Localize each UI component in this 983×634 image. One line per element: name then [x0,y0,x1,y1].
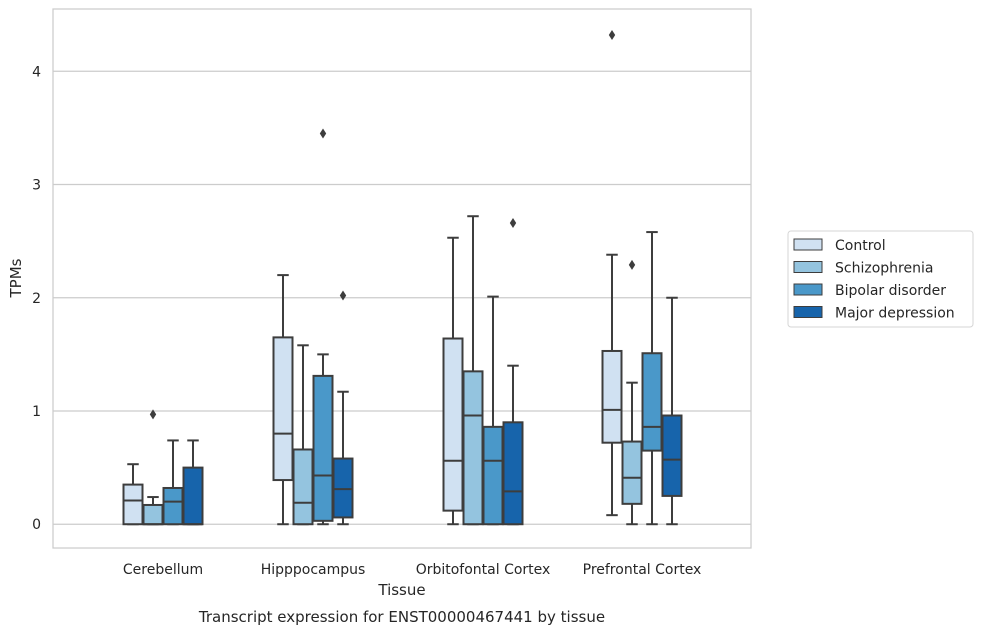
outlier-point [628,259,636,270]
legend-label: Major depression [835,306,955,322]
y-tick-label: 2 [32,291,41,307]
x-axis-label: Tissue [377,581,425,599]
box-iqr [482,425,504,526]
outlier-point [149,409,157,420]
outlier-point [319,128,327,139]
box-schizophrenia [621,259,643,526]
box-groups [122,30,683,526]
plot-area-frame [52,8,752,549]
legend-item: Major depression [793,306,955,322]
grid-lines [53,70,751,525]
box-iqr [442,337,464,512]
box-iqr [332,457,354,519]
legend-item: Control [793,238,886,254]
box-iqr [601,349,623,444]
legend-frame [787,230,974,328]
box-control [122,463,144,526]
x-tick-label: Prefrontal Cortex [583,562,702,578]
box-iqr [312,374,334,522]
box-bipolar-disorder [312,128,334,526]
y-axis-label: TPMs [7,258,25,298]
legend-swatch [793,238,823,251]
y-tick-label: 3 [32,178,41,194]
box-iqr [182,466,204,526]
legend-swatch [793,306,823,318]
x-tick-label: Hipppocampus [261,562,366,578]
legend-swatch [793,283,823,296]
chart-caption: Transcript expression for ENST0000046744… [198,608,605,626]
box-iqr [272,336,294,482]
box-schizophrenia [462,215,484,526]
box-major-depression [332,290,354,526]
y-tick-label: 1 [32,404,41,420]
box-iqr [462,370,484,526]
legend: Control Schizophrenia Bipolar disorder Majo… [787,230,974,328]
box-iqr [502,421,524,526]
box-iqr [661,414,683,497]
legend-label: Schizophrenia [835,261,933,277]
box-major-depression [182,439,204,526]
box-control [442,236,464,526]
legend-label: Control [835,238,886,254]
y-tick-labels: 0 1 2 3 4 [32,64,41,533]
box-major-depression [502,218,524,526]
box-bipolar-disorder [162,439,184,526]
x-tick-labels: Cerebellum Hipppocampus Orbitofontal Corte… [123,562,701,578]
legend-label: Bipolar disorder [835,283,946,299]
box-schizophrenia [292,344,314,526]
box-iqr [641,352,663,452]
box-schizophrenia [142,409,164,526]
legend-swatch [793,261,823,273]
box-iqr [122,483,144,526]
x-tick-label: Orbitofontal Cortex [416,562,551,578]
box-major-depression [661,296,683,526]
outlier-point [608,30,616,41]
box-control [601,30,623,517]
box-iqr [142,503,164,526]
box-control [272,274,294,526]
y-tick-label: 4 [32,64,41,80]
y-tick-label: 0 [32,517,41,533]
legend-item: Schizophrenia [793,261,933,277]
box-iqr [292,448,314,526]
outlier-point [339,290,347,301]
box-iqr [162,486,184,526]
outlier-point [509,218,517,229]
box-iqr [621,440,643,505]
x-tick-label: Cerebellum [123,562,203,578]
legend-item: Bipolar disorder [793,283,946,299]
box-bipolar-disorder [641,231,663,526]
